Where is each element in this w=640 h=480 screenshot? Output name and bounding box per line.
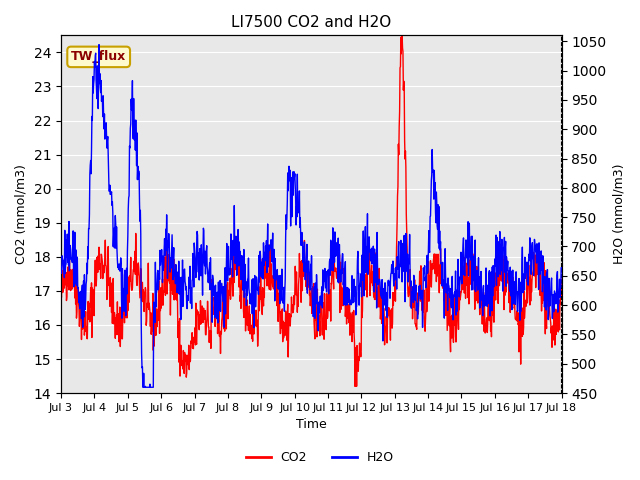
- Y-axis label: CO2 (mmol/m3): CO2 (mmol/m3): [15, 164, 28, 264]
- Y-axis label: H2O (mmol/m3): H2O (mmol/m3): [612, 164, 625, 264]
- X-axis label: Time: Time: [296, 419, 326, 432]
- Legend: CO2, H2O: CO2, H2O: [241, 446, 399, 469]
- Text: TW_flux: TW_flux: [71, 50, 126, 63]
- Title: LI7500 CO2 and H2O: LI7500 CO2 and H2O: [231, 15, 392, 30]
